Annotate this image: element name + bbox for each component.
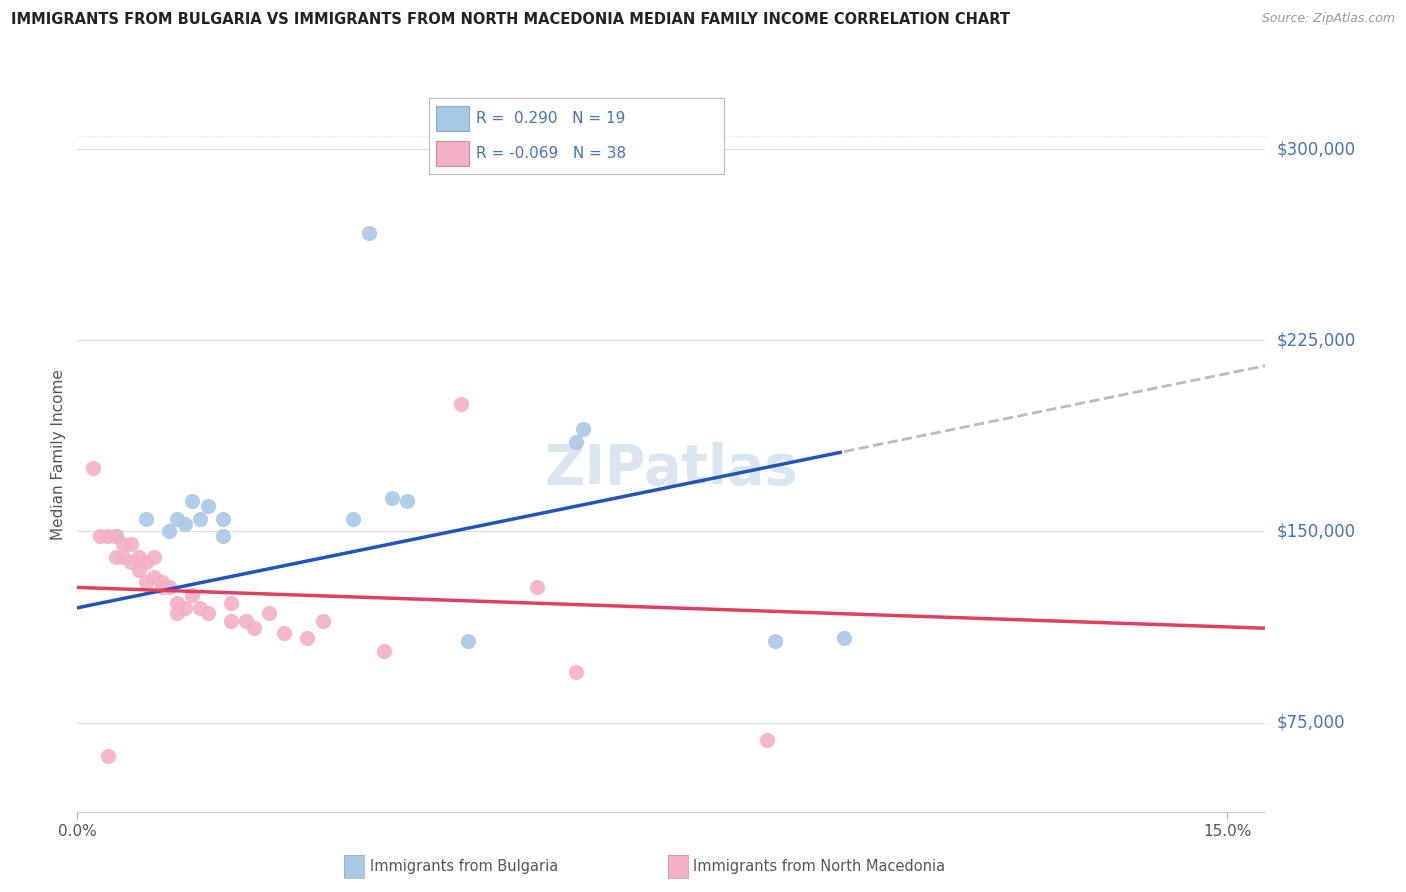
Point [373, 644, 395, 658]
Point [166, 606, 188, 620]
Text: Immigrants from North Macedonia: Immigrants from North Macedonia [693, 859, 945, 874]
Point [188, 600, 211, 615]
Point [128, 563, 150, 577]
Point [197, 606, 219, 620]
Point [564, 665, 586, 679]
Point [150, 581, 173, 595]
Point [104, 549, 127, 564]
Point [212, 529, 235, 543]
Point [97, 529, 120, 543]
Point [104, 529, 127, 543]
Point [219, 614, 242, 628]
Point [257, 606, 280, 620]
Text: IMMIGRANTS FROM BULGARIA VS IMMIGRANTS FROM NORTH MACEDONIA MEDIAN FAMILY INCOME: IMMIGRANTS FROM BULGARIA VS IMMIGRANTS F… [11, 12, 1011, 27]
Point [120, 537, 142, 551]
Point [450, 397, 472, 411]
Point [112, 537, 135, 551]
Point [135, 511, 157, 525]
Point [181, 493, 204, 508]
Point [135, 575, 157, 590]
Point [763, 634, 786, 648]
Point [120, 555, 142, 569]
Point [82, 460, 104, 475]
FancyBboxPatch shape [436, 141, 468, 166]
Text: $150,000: $150,000 [1277, 523, 1355, 541]
Point [242, 621, 264, 635]
Text: $75,000: $75,000 [1277, 714, 1346, 731]
Text: R =  0.290   N = 19: R = 0.290 N = 19 [477, 112, 626, 127]
Point [143, 549, 166, 564]
Point [188, 511, 211, 525]
Point [457, 634, 479, 648]
Text: Source: ZipAtlas.com: Source: ZipAtlas.com [1261, 12, 1395, 25]
Text: R = -0.069   N = 38: R = -0.069 N = 38 [477, 146, 626, 161]
Point [97, 748, 120, 763]
Point [135, 555, 157, 569]
Text: ZIPatlas: ZIPatlas [544, 442, 799, 496]
Point [197, 499, 219, 513]
FancyBboxPatch shape [436, 106, 468, 131]
Point [150, 575, 173, 590]
Point [395, 493, 418, 508]
Point [311, 614, 333, 628]
Point [235, 614, 257, 628]
Point [173, 600, 195, 615]
Point [157, 524, 180, 539]
Point [89, 529, 111, 543]
Point [273, 626, 295, 640]
Text: Immigrants from Bulgaria: Immigrants from Bulgaria [370, 859, 558, 874]
Point [219, 596, 242, 610]
Point [143, 570, 166, 584]
Point [173, 516, 195, 531]
Point [181, 588, 204, 602]
Point [342, 511, 364, 525]
Text: $300,000: $300,000 [1277, 140, 1355, 158]
Point [297, 632, 319, 646]
Point [157, 581, 180, 595]
Point [112, 549, 135, 564]
Point [526, 581, 548, 595]
Point [564, 435, 586, 450]
Point [212, 511, 235, 525]
Point [756, 733, 779, 747]
Point [357, 226, 380, 240]
Text: $225,000: $225,000 [1277, 331, 1355, 350]
Point [128, 549, 150, 564]
Point [104, 529, 127, 543]
Point [832, 632, 855, 646]
Y-axis label: Median Family Income: Median Family Income [51, 369, 66, 541]
Point [166, 511, 188, 525]
Point [381, 491, 404, 506]
Point [166, 596, 188, 610]
Point [572, 422, 595, 436]
